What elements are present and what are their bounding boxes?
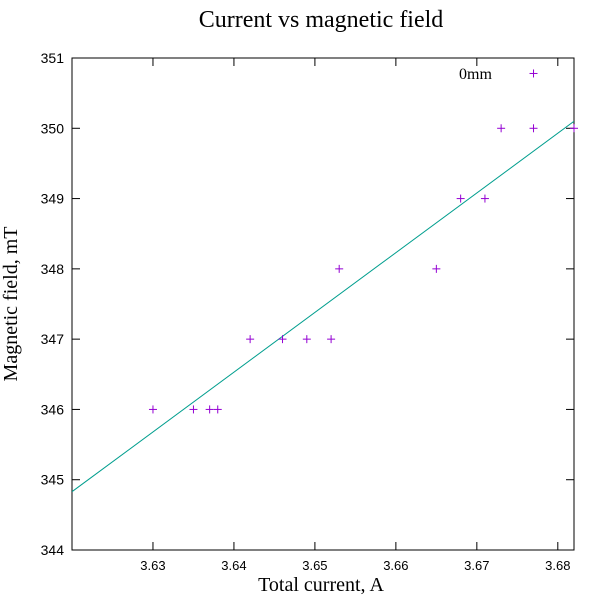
data-point [327, 335, 336, 344]
y-tick-label: 344 [41, 542, 65, 558]
y-tick-label: 350 [41, 120, 65, 136]
data-point [529, 124, 538, 133]
legend: 0mm [459, 66, 492, 83]
y-axis-label: Magnetic field, mT [0, 227, 22, 382]
data-point [189, 405, 198, 414]
data-point [529, 69, 538, 78]
legend-label: 0mm [459, 66, 492, 83]
plot-frame [71, 57, 575, 551]
data-point [456, 194, 465, 203]
data-point [497, 124, 506, 133]
x-tick-label: 3.64 [221, 558, 246, 573]
data-point [570, 124, 578, 133]
data-point [148, 405, 157, 414]
data-point [432, 264, 441, 273]
y-tick-label: 346 [41, 401, 65, 417]
data-point [278, 335, 287, 344]
data-point [205, 405, 214, 414]
x-axis-label: Total current, A [258, 574, 384, 596]
y-tick-label: 347 [41, 331, 65, 347]
plot-area: 3.63 3.64 3.65 3.66 3.67 3.68 344 345 346 347 348 3… [41, 50, 578, 573]
x-tick-label: 3.66 [383, 558, 408, 573]
x-tick-label: 3.63 [140, 558, 165, 573]
x-tick-label: 3.65 [302, 558, 327, 573]
data-point [480, 194, 489, 203]
data-point [335, 264, 344, 273]
y-tick-label: 351 [41, 50, 65, 66]
y-tick-label: 349 [41, 191, 65, 207]
x-tick-label: 3.68 [545, 558, 570, 573]
data-point [246, 335, 255, 344]
chart-title: Current vs magnetic field [199, 7, 444, 33]
data-points [148, 69, 578, 414]
data-point [213, 405, 222, 414]
y-tick-label: 345 [41, 472, 65, 488]
data-point [302, 335, 311, 344]
y-tick-label: 348 [41, 261, 65, 277]
fit-line-group [72, 120, 574, 493]
x-tick-label: 3.67 [464, 558, 489, 573]
fit-line [72, 120, 574, 493]
